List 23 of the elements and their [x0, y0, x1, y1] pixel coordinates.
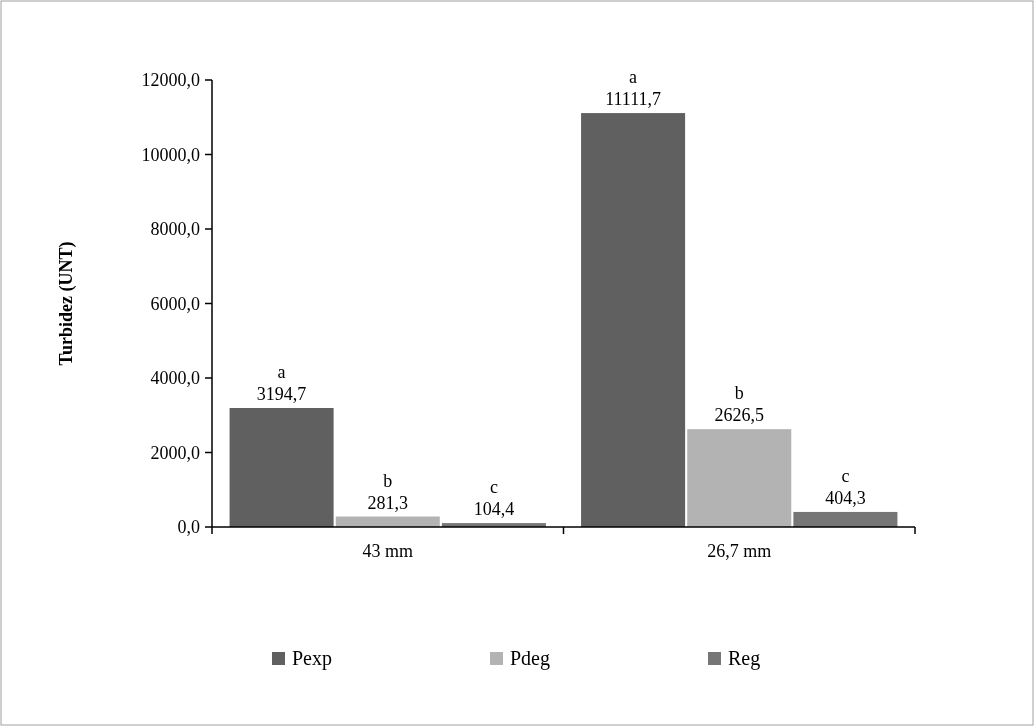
y-tick-label: 6000,0: [150, 293, 200, 314]
data-label: b 2626,5: [714, 383, 764, 426]
legend-label: Reg: [728, 647, 761, 670]
y-axis-title: Turbidez (UNT): [56, 241, 77, 366]
x-tick-label: 43 mm: [362, 541, 414, 561]
bar: [581, 113, 686, 527]
bar: [687, 429, 792, 527]
data-label: c 104,4: [473, 477, 515, 520]
y-tick-label: 8000,0: [150, 219, 200, 240]
x-tick-label: 26,7 mm: [707, 541, 772, 561]
y-tick-label: 12000,0: [141, 70, 200, 91]
data-label: a 3194,7: [256, 362, 307, 404]
legend-label: Pdeg: [510, 647, 550, 670]
y-tick-label: 0,0: [177, 517, 200, 538]
data-label: c 404,3: [825, 465, 866, 508]
bar: [793, 511, 898, 527]
y-tick-label: 2000,0: [150, 442, 200, 463]
legend-label: Pexp: [292, 647, 332, 670]
data-label: b 281,3: [367, 470, 408, 513]
y-tick-label: 10000,0: [141, 144, 200, 165]
data-label: a 11111,7: [605, 67, 662, 110]
bar: [229, 408, 334, 527]
y-tick-label: 4000,0: [150, 368, 200, 389]
